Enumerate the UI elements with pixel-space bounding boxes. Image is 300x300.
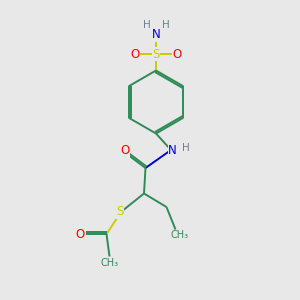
Text: H: H — [142, 20, 150, 31]
Text: CH₃: CH₃ — [100, 257, 118, 268]
Text: CH₃: CH₃ — [171, 230, 189, 241]
Text: O: O — [76, 228, 85, 241]
Text: O: O — [130, 47, 140, 61]
Text: S: S — [152, 47, 160, 61]
Text: H: H — [162, 20, 170, 31]
Text: N: N — [168, 143, 177, 157]
Text: O: O — [172, 47, 182, 61]
Text: H: H — [182, 142, 189, 153]
Text: S: S — [116, 205, 124, 218]
Text: O: O — [120, 144, 129, 158]
Text: N: N — [152, 28, 160, 41]
